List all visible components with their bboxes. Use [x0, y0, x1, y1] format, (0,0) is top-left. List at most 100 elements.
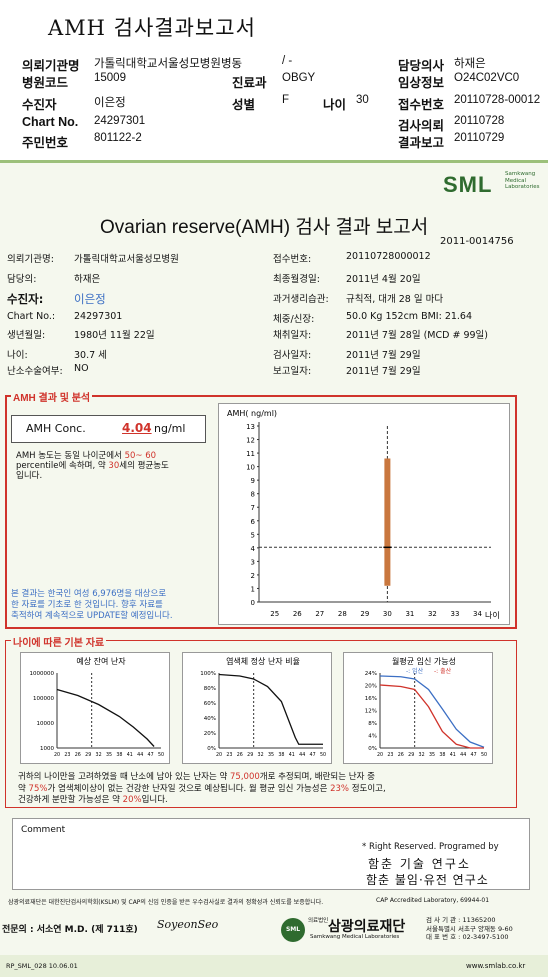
x-tick-label: 31	[405, 610, 414, 618]
info-value: 50.0 Kg 152cm BMI: 21.64	[346, 311, 473, 322]
amh-conc-unit: ng/ml	[154, 422, 186, 435]
x-tick-label: 50	[481, 752, 487, 758]
info-label: 체중/신장:	[273, 314, 315, 325]
x-tick-label: 47	[310, 752, 316, 758]
x-tick-label: 44	[460, 752, 466, 758]
y-tick-label: 24%	[365, 671, 377, 677]
y-tick-label: 80%	[204, 686, 216, 692]
y-tick-label: 7	[251, 504, 255, 512]
y-tick-label: 2	[251, 572, 255, 580]
x-tick-label: 38	[278, 752, 284, 758]
amh-result-section	[5, 395, 517, 629]
info-label: 의뢰기관명:	[7, 254, 54, 265]
x-tick-label: 26	[398, 752, 404, 758]
series-line	[379, 684, 484, 749]
x-tick-label: 38	[439, 752, 445, 758]
x-tick-label: 29	[360, 610, 369, 618]
y-tick-label: 0%	[368, 746, 377, 752]
info-value: 이은정	[74, 292, 106, 306]
header-value: OBGY	[282, 72, 316, 84]
y-tick-label: 8	[251, 491, 255, 499]
x-tick-label: 23	[387, 752, 393, 758]
x-tick-label: 26	[75, 752, 81, 758]
header-value: 이은정	[94, 97, 126, 109]
y-axis-label: AMH( ng/ml)	[227, 409, 277, 418]
report-title: Ovarian reserve(AMH) 검사 결과 보고서	[100, 217, 429, 238]
info-value: 20110728000012	[346, 251, 431, 262]
y-tick-label: 4	[251, 545, 256, 553]
x-tick-label: 47	[471, 752, 477, 758]
x-tick-label: 26	[237, 752, 243, 758]
x-tick-label: 20	[54, 752, 60, 758]
y-tick-label: 1000	[40, 746, 54, 752]
cap-accreditation: CAP Accredited Laboratory, 69944-01	[376, 897, 490, 904]
header-label: 접수번호	[398, 98, 445, 112]
age-summary: 귀하의 나이만을 고려하였을 때 난소에 남아 있는 난자는 약 75,000개…	[18, 772, 386, 805]
amh-chart-box: AMH( ng/ml) 0 1 2 3 4 5 6 7 8 9 10 11 12 13 25 26 27 28 29 3…	[218, 403, 510, 625]
chart-title: 월평균 임신 가능성	[392, 656, 456, 666]
research-institute-1: 함춘 기술 연구소	[368, 857, 471, 871]
x-tick-label: 20	[377, 752, 383, 758]
y-tick-label: 5	[251, 531, 255, 539]
header-label: 결과보고	[398, 136, 445, 150]
x-tick-label: 32	[96, 752, 102, 758]
foundation-name-en: Samkwang Medical Laboratories	[310, 934, 400, 940]
report-top-border	[0, 160, 548, 163]
website-url: www.smlab.co.kr	[466, 962, 526, 970]
amh-conc-value: 4.04	[122, 421, 152, 435]
x-tick-label: 23	[226, 752, 232, 758]
amh-note: 본 결과는 한국인 여성 6,976명을 대상으로 한 자료를 기초로 한 것입니…	[11, 589, 173, 621]
y-tick-label: 12	[246, 437, 255, 445]
chart-remaining-eggs: 예상 잔여 난자 1000000 100000 10000 1000 20 23 26 29 32…	[20, 652, 170, 764]
y-tick-label: 20%	[365, 684, 377, 690]
amh-description: AMH 농도는 동일 나이군에서 50~ 60 percentile에 속하며,…	[16, 451, 169, 481]
info-value: 하재은	[74, 274, 101, 285]
series-line	[56, 688, 155, 747]
header-value: / -	[282, 55, 293, 67]
foundation-contact: 검 사 기 관 : 11365200 서울특별시 서초구 양재동 9-60 대 표 …	[426, 916, 513, 941]
amh-conc-box: AMH Conc. 4.04 ng/ml	[11, 415, 206, 443]
y-tick-label: 4%	[368, 734, 377, 740]
x-tick-label: 41	[450, 752, 456, 758]
age-data-section	[5, 640, 517, 808]
chart-title: 예상 잔여 난자	[76, 656, 126, 666]
y-tick-label: 13	[246, 423, 255, 431]
foundation-name: 삼광의료재단	[328, 919, 406, 935]
header-label: 주민번호	[22, 136, 69, 150]
header-value: 하재은	[454, 58, 486, 70]
y-tick-label: 40%	[204, 716, 216, 722]
info-label: 수진자:	[7, 292, 44, 306]
x-tick-label: 32	[419, 752, 425, 758]
info-label: 접수번호:	[273, 254, 312, 265]
x-tick-label: 29	[247, 752, 253, 758]
info-label: 검사일자:	[273, 350, 312, 361]
amh-section-title: AMH 결과 및 분석	[11, 389, 93, 404]
header-label: 검사의뢰	[398, 119, 445, 133]
x-tick-label: 33	[451, 610, 460, 618]
footer-band	[0, 955, 548, 977]
header-label: 담당의사	[398, 59, 445, 73]
legend-item: -: 출산	[434, 667, 452, 675]
info-label: 보고일자:	[273, 366, 312, 377]
x-tick-label: 29	[85, 752, 91, 758]
x-tick-label: 23	[64, 752, 70, 758]
x-tick-label: 44	[137, 752, 143, 758]
comment-label: Comment	[21, 825, 66, 835]
info-label: 최종월경일:	[273, 274, 320, 285]
x-tick-label: 35	[106, 752, 112, 758]
header-value: 20110728	[454, 115, 505, 127]
y-tick-label: 1000000	[30, 671, 55, 677]
header-value: 20110729	[454, 132, 505, 144]
comment-box: Comment	[12, 818, 530, 890]
y-tick-label: 100%	[200, 671, 216, 677]
y-tick-label: 12%	[365, 709, 377, 715]
info-value: NO	[74, 363, 89, 374]
header-value: O24C02VC0	[454, 72, 520, 84]
rights-notice: * Right Reserved. Programed by	[362, 842, 499, 852]
header-label: 성별	[232, 98, 256, 112]
info-value: 24297301	[74, 311, 123, 322]
x-tick-label: 29	[408, 752, 414, 758]
header-value: 가톨릭대학교서울성모병원병동	[94, 58, 243, 70]
x-tick-label: 20	[216, 752, 222, 758]
